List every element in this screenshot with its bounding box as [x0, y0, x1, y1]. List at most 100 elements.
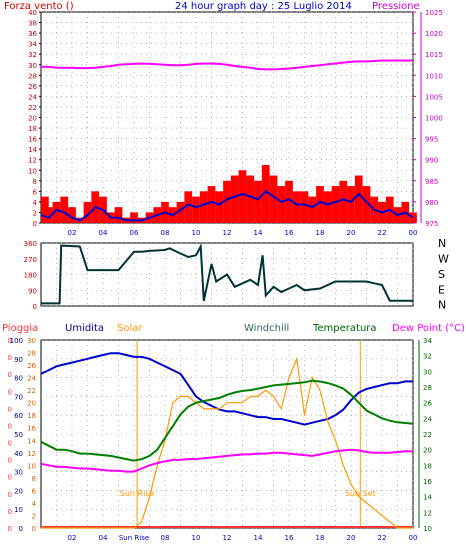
wind-tick-label: 26	[28, 83, 37, 91]
wind-gust-bar	[230, 175, 239, 223]
pressure-tick-label: 1005	[425, 93, 443, 101]
humidity-tick-label: 100	[10, 337, 23, 345]
compass-label: S	[438, 268, 445, 281]
wind-tick-label: 34	[28, 41, 37, 49]
temperature-tick-label: 14	[423, 494, 432, 502]
direction-tick-label: 0	[33, 303, 37, 311]
wind-gust-bar	[300, 191, 309, 223]
wind-gust-bar	[192, 196, 200, 223]
solar-tick-label: 24	[27, 375, 36, 383]
rain-tick-label: 0	[8, 354, 12, 362]
wind-tick-label: 16	[28, 136, 37, 144]
hour-tick-label: 04	[99, 534, 108, 542]
hour-tick-label: 00	[409, 229, 418, 237]
rain-tick-label: 0	[8, 337, 12, 345]
chart-title: 24 hour graph day : 25 Luglio 2014	[175, 1, 352, 12]
hour-tick-label: 20	[347, 534, 356, 542]
wind-tick-label: 38	[28, 20, 37, 28]
series-line-temperatura	[40, 379, 414, 462]
temperature-tick-label: 10	[423, 525, 432, 533]
hour-tick-label: 16	[285, 534, 294, 542]
hour-tick-label: 00	[409, 534, 418, 542]
rain-tick-label: 0	[8, 405, 12, 413]
compass-label: E	[438, 283, 445, 296]
hour-tick-label: 02	[68, 534, 77, 542]
wind-gust-bar	[362, 186, 371, 223]
solar-tick-label: 14	[27, 437, 36, 445]
wind-gust-bar	[347, 186, 355, 223]
wind-gust-bar	[409, 212, 417, 223]
hour-tick-label: 22	[378, 229, 387, 237]
pressure-tick-label: 1015	[425, 51, 443, 59]
temperature-tick-label: 18	[423, 462, 432, 470]
temperature-tick-label: 16	[423, 478, 432, 486]
wind-gust-bar	[285, 180, 293, 223]
pressure-tick-label: 985	[425, 178, 438, 186]
wind-gust-bar	[130, 212, 138, 223]
humidity-tick-label: 50	[14, 431, 23, 439]
solar-tick-label: 28	[27, 350, 36, 358]
wind-tick-label: 12	[28, 157, 37, 165]
series-line-umidita	[40, 352, 413, 426]
wind-gust-bar	[246, 175, 255, 223]
hour-tick-label: 18	[316, 229, 325, 237]
humidity-tick-label: 40	[14, 450, 23, 458]
wind-gust-series	[41, 164, 417, 223]
direction-tick-label: 360	[24, 240, 37, 248]
hour-tick-label: 10	[192, 229, 201, 237]
temperature-tick-label: 12	[423, 509, 432, 517]
wind-gust-bar	[83, 201, 92, 223]
temperature-tick-label: 28	[423, 384, 432, 392]
rain-tick-label: 0	[8, 457, 12, 465]
humidity-tick-label: 10	[14, 506, 23, 514]
temperature-tick-label: 20	[423, 447, 432, 455]
hour-tick-label: 06	[130, 229, 139, 237]
solar-tick-label: 30	[27, 337, 36, 345]
pressure-tick-label: 1020	[425, 30, 443, 38]
legend-item: Windchill	[244, 323, 289, 334]
wind-tick-label: 8	[33, 178, 37, 186]
wind-gust-bar	[308, 196, 317, 223]
wind-gust-bar	[52, 201, 61, 223]
hour-tick-label: 08	[161, 534, 170, 542]
legend-item: Umidita	[65, 323, 104, 334]
direction-tick-label: 180	[24, 272, 37, 280]
compass-label: W	[438, 252, 449, 265]
pressure-axis-label: Pressione	[372, 1, 420, 12]
direction-tick-label: 90	[28, 287, 37, 295]
wind-gust-bar	[238, 170, 247, 223]
solar-tick-label: 20	[27, 400, 36, 408]
pressure-tick-label: 1000	[425, 115, 443, 123]
hour-tick-label: 14	[254, 534, 263, 542]
compass-label: N	[438, 237, 446, 250]
solar-tick-label: 22	[27, 387, 36, 395]
pressure-tick-label: 1025	[425, 9, 443, 17]
wind-speed-line	[40, 189, 414, 222]
wind-gust-bar	[68, 207, 76, 223]
series-line-solar	[41, 356, 413, 529]
rain-tick-label: 0	[8, 525, 12, 533]
wind-tick-label: 20	[28, 115, 37, 123]
temperature-tick-label: 32	[423, 353, 432, 361]
wind-gust-bar	[114, 207, 123, 223]
solar-tick-label: 0	[32, 525, 36, 533]
rain-tick-label: 0	[8, 491, 12, 499]
hour-tick-label: 20	[347, 229, 356, 237]
solar-tick-label: 18	[27, 412, 36, 420]
pressure-tick-label: 990	[425, 157, 438, 165]
hour-tick-label: 12	[223, 229, 232, 237]
wind-gust-bar	[44, 207, 53, 223]
solar-tick-label: 8	[32, 475, 36, 483]
wind-gust-bar	[254, 180, 262, 223]
wind-tick-label: 2	[33, 209, 37, 217]
temperature-tick-label: 30	[423, 368, 432, 376]
wind-gust-bar	[331, 186, 340, 223]
hour-tick-label: 10	[192, 534, 201, 542]
wind-gust-bar	[277, 186, 286, 223]
wind-tick-label: 22	[28, 104, 37, 112]
wind-gust-bar	[292, 191, 301, 223]
temperature-tick-label: 24	[423, 415, 432, 423]
direction-tick-label: 270	[24, 256, 37, 264]
compass-label: N	[438, 299, 446, 312]
pressure-line	[41, 59, 413, 71]
